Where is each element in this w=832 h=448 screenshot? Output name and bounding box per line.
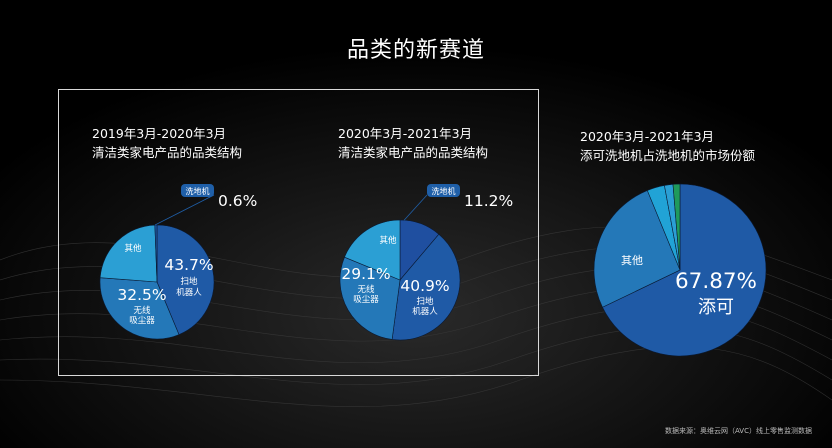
chart1-name-label-3: 其他 xyxy=(124,243,142,254)
chart1-slice-1 xyxy=(156,224,215,335)
chart2-value-label-1: 11.2% xyxy=(464,192,513,210)
chart1-value-label-2: 32.5% xyxy=(117,286,166,304)
chart2-name-label-3: 无线 xyxy=(357,284,375,295)
chart2-title: 2020年3月-2021年3月 xyxy=(338,126,473,141)
chart2-tag-label-1: 洗地机 xyxy=(432,186,456,196)
chart2-value-label-3: 29.1% xyxy=(341,265,390,283)
chart2-title-block: 2020年3月-2021年3月 清洁类家电产品的品类结构 xyxy=(338,124,488,162)
chart3-slice-5 xyxy=(672,183,681,271)
chart1-name-label2-2: 吸尘器 xyxy=(129,315,155,326)
chart1-leader-4 xyxy=(154,194,215,226)
chart2-name-label-4: 其他 xyxy=(379,235,397,246)
chart1-title: 2019年3月-2020年3月 xyxy=(92,126,227,141)
chart1-tag-4 xyxy=(181,184,214,197)
chart1-value-label-4: 0.6% xyxy=(218,192,257,210)
chart1-title-block: 2019年3月-2020年3月 清洁类家电产品的品类结构 xyxy=(92,124,242,162)
chart3-name-label-1: 添可 xyxy=(698,297,734,318)
chart1-tag-label-4: 洗地机 xyxy=(186,186,210,196)
chart2-slice-3 xyxy=(339,256,401,340)
chart3-title: 2020年3月-2021年3月 xyxy=(580,129,715,144)
chart3-name-label-2: 其他 xyxy=(621,254,643,267)
chart2-subtitle: 清洁类家电产品的品类结构 xyxy=(338,145,489,160)
chart2-slice-4 xyxy=(344,219,401,281)
data-source-note: 数据来源：奥维云网（AVC）线上零售监测数据 xyxy=(664,427,812,435)
page-title: 品类的新赛道 xyxy=(346,38,485,63)
chart1-slice-2 xyxy=(99,277,180,340)
chart2-leader-1 xyxy=(403,194,428,221)
chart1-name-label-2: 无线 xyxy=(133,305,151,316)
chart2-name-label2-3: 吸尘器 xyxy=(353,294,379,305)
chart1-slice-3 xyxy=(99,224,158,283)
chart1-name-label-1: 扫地 xyxy=(180,276,198,287)
chart1-value-label-1: 43.7% xyxy=(164,256,213,274)
chart2-value-label-2: 40.9% xyxy=(400,277,449,295)
chart3-subtitle: 添可洗地机占洗地机的市场份额 xyxy=(580,148,756,163)
chart1-name-label2-1: 机器人 xyxy=(176,287,202,298)
chart3-title-block: 2020年3月-2021年3月 添可洗地机占洗地机的市场份额 xyxy=(580,127,755,165)
chart2-tag-1 xyxy=(427,184,460,197)
comparison-frame xyxy=(58,89,539,376)
chart2-slice-2 xyxy=(391,233,461,341)
chart3-value-label-1: 67.87% xyxy=(675,269,757,294)
chart3-slice-1 xyxy=(602,183,767,357)
chart1-subtitle: 清洁类家电产品的品类结构 xyxy=(92,145,243,160)
chart2-name-label2-2: 机器人 xyxy=(412,306,438,317)
chart3-slice-2 xyxy=(593,190,681,308)
chart2-name-label-2: 扫地 xyxy=(416,296,434,307)
